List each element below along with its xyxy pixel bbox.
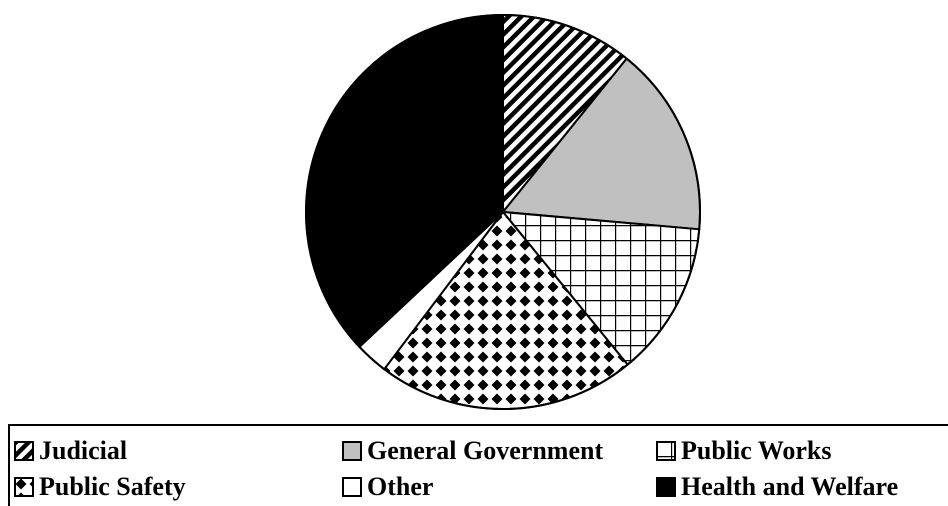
legend-swatch-health-and-welfare: [656, 477, 676, 497]
legend-label-general-government: General Government: [367, 436, 604, 465]
legend-label-health-and-welfare: Health and Welfare: [681, 472, 899, 501]
legend-item-public-safety: Public Safety: [14, 470, 186, 504]
legend-item-other: Other: [342, 470, 433, 504]
legend-swatch-general-government: [342, 441, 362, 461]
legend-swatch-judicial: [14, 441, 34, 461]
pie-chart: [304, 14, 701, 410]
legend-item-health-and-welfare: Health and Welfare: [656, 470, 898, 504]
legend-item-judicial: Judicial: [14, 434, 127, 468]
legend-label-public-safety: Public Safety: [39, 472, 186, 501]
legend-label-public-works: Public Works: [681, 436, 832, 465]
pie-slices: [304, 14, 701, 410]
pie-outline: [305, 14, 701, 410]
legend: Judicial General Government Public Works…: [8, 424, 948, 506]
legend-swatch-other: [342, 477, 362, 497]
legend-label-judicial: Judicial: [39, 436, 128, 465]
legend-swatch-public-works: [656, 441, 676, 461]
legend-label-other: Other: [367, 472, 434, 501]
legend-item-public-works: Public Works: [656, 434, 832, 468]
legend-swatch-public-safety: [14, 477, 34, 497]
legend-item-general-government: General Government: [342, 434, 603, 468]
